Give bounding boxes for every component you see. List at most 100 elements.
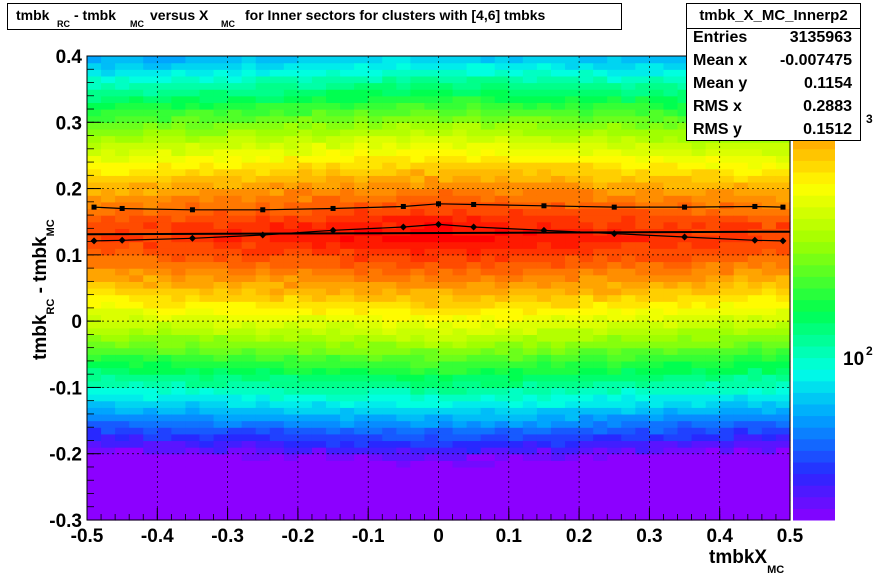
heatmap-cell xyxy=(565,314,580,322)
heatmap-cell xyxy=(719,420,735,428)
heatmap-cell xyxy=(550,162,566,170)
heatmap-cell xyxy=(424,420,440,428)
heatmap-cell xyxy=(593,155,608,163)
heatmap-cell xyxy=(410,89,426,97)
heatmap-cell xyxy=(241,162,257,170)
heatmap-cell xyxy=(522,500,538,508)
heatmap-cell xyxy=(227,56,243,64)
heatmap-cell xyxy=(452,420,468,428)
heatmap-cell xyxy=(227,75,243,84)
heatmap-cell xyxy=(199,374,215,382)
heatmap-cell xyxy=(87,89,102,97)
heatmap-cell xyxy=(733,175,749,183)
heatmap-cell xyxy=(199,453,215,461)
heatmap-cell xyxy=(663,122,679,130)
heatmap-cell xyxy=(508,268,524,276)
heatmap-cell xyxy=(733,288,749,296)
heatmap-cell xyxy=(143,82,158,90)
heatmap-cell xyxy=(297,75,313,84)
heatmap-cell xyxy=(227,447,243,455)
heatmap-cell xyxy=(621,440,636,448)
heatmap-cell xyxy=(340,148,355,157)
heatmap-cell xyxy=(761,168,777,176)
heatmap-cell xyxy=(621,75,636,84)
heatmap-cell xyxy=(522,274,538,282)
heatmap-cell xyxy=(326,440,341,448)
heatmap-cell xyxy=(522,69,538,77)
heatmap-cell xyxy=(171,188,187,196)
heatmap-cell xyxy=(143,407,158,415)
heatmap-cell xyxy=(340,261,355,269)
heatmap-cell xyxy=(87,268,102,276)
heatmap-cell xyxy=(382,447,397,455)
heatmap-cell xyxy=(621,486,636,495)
heatmap-cell xyxy=(719,248,735,256)
heatmap-cell xyxy=(621,466,636,475)
heatmap-cell xyxy=(579,155,594,163)
heatmap-cell xyxy=(775,175,791,183)
heatmap-cell xyxy=(775,460,791,468)
heatmap-cell xyxy=(283,135,299,143)
heatmap-cell xyxy=(593,261,608,269)
heatmap-cell xyxy=(297,387,313,395)
heatmap-cell xyxy=(101,327,116,335)
heatmap-cell xyxy=(565,274,580,282)
heatmap-cell xyxy=(466,234,482,243)
heatmap-cell xyxy=(438,234,454,243)
heatmap-cell xyxy=(157,433,172,442)
heatmap-cell xyxy=(115,500,130,508)
heatmap-cell xyxy=(607,69,622,77)
palette-swatch xyxy=(793,485,835,498)
heatmap-cell xyxy=(396,162,411,170)
heatmap-cell xyxy=(410,347,426,355)
heatmap-cell xyxy=(550,427,566,435)
heatmap-cell xyxy=(607,427,622,435)
heatmap-cell xyxy=(733,341,749,349)
overlay-lower-point xyxy=(540,226,548,234)
heatmap-cell xyxy=(255,115,271,123)
heatmap-cell xyxy=(775,400,791,408)
heatmap-cell xyxy=(340,268,355,276)
heatmap-cell xyxy=(396,208,411,216)
heatmap-cell xyxy=(494,486,510,495)
heatmap-cell xyxy=(171,288,187,296)
heatmap-cell xyxy=(396,394,411,402)
heatmap-cell xyxy=(761,354,777,362)
heatmap-cell xyxy=(635,62,650,70)
heatmap-cell xyxy=(733,327,749,335)
heatmap-cell xyxy=(452,327,468,335)
heatmap-cell xyxy=(635,142,650,150)
heatmap-cell xyxy=(508,394,524,402)
heatmap-cell xyxy=(635,367,650,375)
heatmap-cell xyxy=(326,473,341,481)
heatmap-cell xyxy=(185,427,201,435)
heatmap-cell xyxy=(283,75,299,84)
heatmap-cell xyxy=(747,321,763,329)
heatmap-cell xyxy=(649,82,665,90)
x-title-main: tmbkX xyxy=(709,547,768,568)
heatmap-cell xyxy=(775,493,791,501)
heatmap-cell xyxy=(424,62,440,70)
heatmap-cell xyxy=(761,427,777,435)
heatmap-cell xyxy=(635,307,650,316)
heatmap-cell xyxy=(115,221,130,229)
x-tick-label: -0.5 xyxy=(71,526,104,547)
heatmap-cell xyxy=(705,142,721,150)
heatmap-cell xyxy=(424,360,440,369)
heatmap-cell xyxy=(579,162,594,170)
heatmap-cell xyxy=(536,188,552,196)
heatmap-cell xyxy=(143,175,158,183)
heatmap-cell xyxy=(480,201,496,210)
heatmap-cell xyxy=(466,248,482,256)
heatmap-cell xyxy=(480,400,496,408)
heatmap-cell xyxy=(185,500,201,508)
heatmap-cell xyxy=(550,513,566,521)
heatmap-cell xyxy=(283,500,299,508)
heatmap-cell xyxy=(508,506,524,514)
heatmap-cell xyxy=(452,208,468,216)
heatmap-cell xyxy=(550,327,566,335)
heatmap-cell xyxy=(115,75,130,84)
heatmap-cell xyxy=(340,427,355,435)
heatmap-cell xyxy=(691,327,707,335)
heatmap-cell xyxy=(143,380,158,389)
